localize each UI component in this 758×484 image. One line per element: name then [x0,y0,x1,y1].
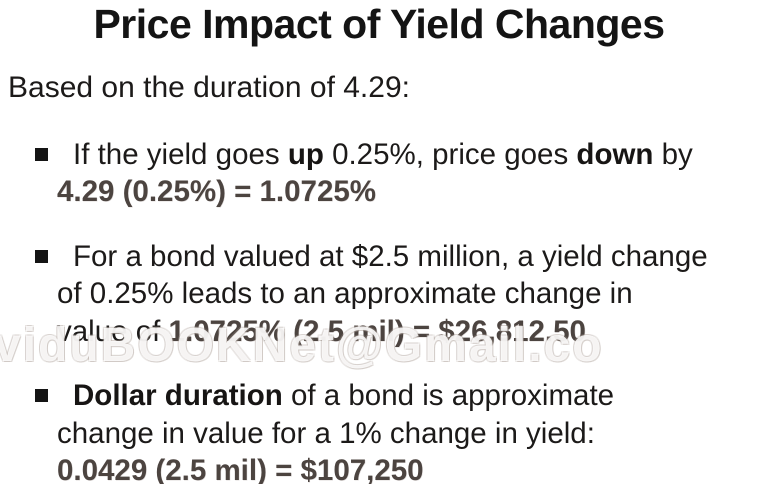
text-segment: If the yield goes [73,137,288,171]
text-segment: up [287,137,324,171]
text-segment: 4.29 (0.25%) = 1.0725% [57,175,376,209]
text-segment: of a bond is approximate [282,379,615,413]
text-segment: of 0.25% leads to an approximate change … [57,277,633,311]
text-segment: For a bond valued at $2.5 million, a yie… [73,239,708,273]
bullet-line: For a bond valued at $2.5 million, a yie… [57,238,754,276]
text-segment: Dollar duration [73,379,283,413]
text-segment: value of [57,314,169,348]
bullet-line: 4.29 (0.25%) = 1.0725% [57,173,754,211]
text-segment: 0.25%, price goes [323,137,577,171]
slide-title: Price Impact of Yield Changes [93,1,665,47]
slide-subtitle: Based on the duration of 4.29: [8,70,410,104]
text-segment: by [653,137,693,171]
text-segment: down [576,137,654,171]
bullet-list: If the yield goes up 0.25%, price goes d… [0,136,758,484]
bullet-line: value of 1.0725% (2.5 mil) = $26,812.50 [57,313,754,351]
bullet-square-icon [35,249,48,263]
bullet-line: change in value for a 1% change in yield… [57,415,754,453]
bullet-item: Dollar duration of a bond is approximate… [0,377,758,484]
bullet-line: If the yield goes up 0.25%, price goes d… [57,136,754,174]
text-segment: 1.0725% (2.5 mil) = $26,812.50 [168,314,586,348]
text-segment: 0.0429 (2.5 mil) = $107,250 [57,454,424,484]
bullet-line: Dollar duration of a bond is approximate [57,377,754,415]
bullet-line: of 0.25% leads to an approximate change … [57,275,754,313]
bullet-square-icon [35,389,48,403]
bullet-line: 0.0429 (2.5 mil) = $107,250 [57,452,754,484]
bullet-item: If the yield goes up 0.25%, price goes d… [0,136,758,211]
bullet-square-icon [35,147,48,161]
text-segment: change in value for a 1% change in yield… [57,416,595,450]
bullet-item: For a bond valued at $2.5 million, a yie… [0,238,758,351]
